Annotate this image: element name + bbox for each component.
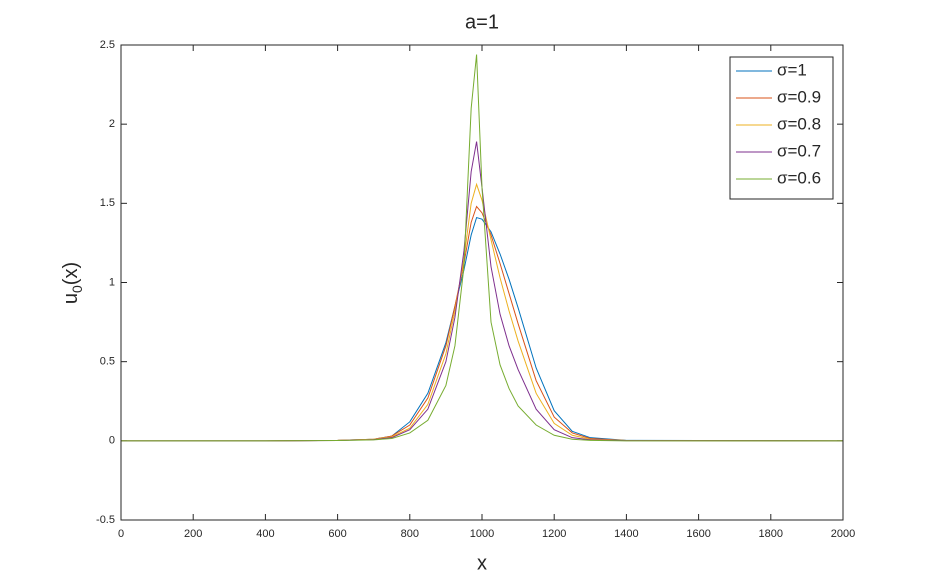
x-tick-label: 800	[401, 528, 419, 540]
legend-label: σ=0.8	[777, 114, 821, 133]
y-tick-label: 0.5	[100, 356, 115, 368]
x-tick-label: 2000	[831, 528, 855, 540]
x-tick-label: 200	[184, 528, 202, 540]
y-tick-label: -0.5	[96, 514, 115, 526]
legend-label: σ=1	[777, 60, 807, 79]
series-line	[121, 205, 844, 442]
x-tick-label: 1800	[759, 528, 783, 540]
x-tick-label: 0	[118, 528, 124, 540]
x-tick-label: 1000	[470, 528, 494, 540]
y-tick-label: 2.5	[100, 39, 115, 51]
legend-label: σ=0.6	[777, 168, 821, 187]
y-label-main: u	[60, 293, 82, 304]
chart-title: a=1	[465, 11, 499, 33]
legend-label: σ=0.7	[777, 141, 821, 160]
x-tick-label: 1600	[686, 528, 710, 540]
x-tick-label: 1200	[542, 528, 566, 540]
axes-box	[120, 44, 844, 521]
legend-box	[729, 56, 834, 200]
x-axis-label: x	[477, 552, 487, 574]
series-line	[121, 182, 844, 442]
series-line	[121, 141, 844, 442]
y-label-sub: 0	[69, 285, 85, 293]
y-label-arg: (x)	[60, 262, 82, 285]
y-tick-label: 2	[109, 118, 115, 130]
y-tick-label: 1.5	[100, 197, 115, 209]
y-tick-label: 1	[109, 276, 115, 288]
legend-label: σ=0.9	[777, 87, 821, 106]
x-tick-label: 400	[256, 528, 274, 540]
series-line	[121, 54, 843, 442]
y-axis-label: u0(x)	[60, 262, 84, 304]
x-tick-label: 600	[328, 528, 346, 540]
y-tick-label: 0	[109, 435, 115, 447]
x-tick-label: 1400	[614, 528, 638, 540]
